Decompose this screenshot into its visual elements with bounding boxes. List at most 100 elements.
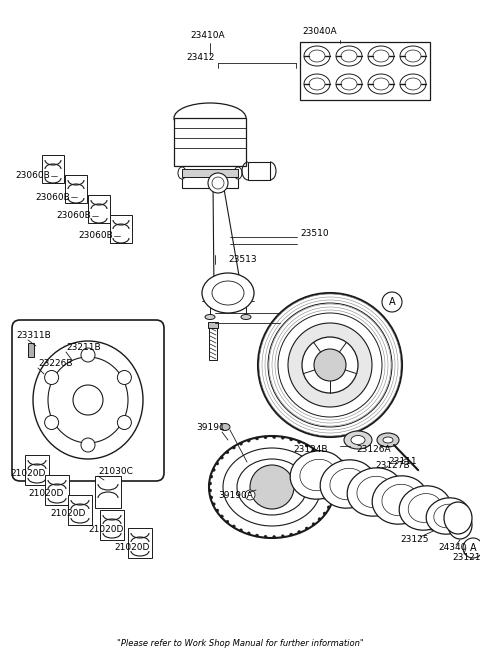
Ellipse shape	[309, 50, 325, 62]
Circle shape	[73, 385, 103, 415]
Ellipse shape	[209, 436, 335, 538]
Text: A: A	[470, 543, 476, 553]
Bar	[248, 162, 270, 180]
Ellipse shape	[212, 281, 244, 305]
Polygon shape	[213, 183, 242, 293]
Circle shape	[298, 441, 300, 443]
Circle shape	[240, 529, 242, 532]
Text: 23060B: 23060B	[15, 171, 50, 180]
Ellipse shape	[400, 74, 426, 94]
Circle shape	[318, 453, 321, 457]
Circle shape	[247, 439, 250, 442]
Circle shape	[330, 499, 333, 502]
Ellipse shape	[344, 431, 372, 449]
Circle shape	[250, 465, 294, 509]
Circle shape	[255, 534, 259, 537]
Circle shape	[210, 475, 213, 478]
Ellipse shape	[368, 46, 394, 66]
Circle shape	[232, 525, 235, 528]
Text: 23040A: 23040A	[302, 28, 336, 37]
Bar	[25, 455, 49, 485]
Ellipse shape	[373, 78, 389, 90]
Bar	[182, 169, 238, 177]
Text: 23510: 23510	[300, 230, 329, 239]
Text: 23311B: 23311B	[16, 331, 51, 340]
Text: A: A	[389, 297, 396, 307]
Text: 23060B: 23060B	[78, 232, 113, 241]
Circle shape	[258, 293, 402, 437]
Bar	[88, 195, 110, 223]
Ellipse shape	[341, 50, 357, 62]
Ellipse shape	[426, 498, 470, 534]
Circle shape	[463, 538, 480, 558]
Ellipse shape	[448, 511, 472, 539]
Ellipse shape	[300, 459, 336, 491]
Ellipse shape	[351, 436, 365, 445]
Circle shape	[208, 173, 228, 193]
Ellipse shape	[368, 74, 394, 94]
Circle shape	[220, 515, 223, 518]
Ellipse shape	[405, 50, 421, 62]
Circle shape	[212, 177, 224, 189]
Ellipse shape	[205, 314, 215, 319]
Circle shape	[281, 535, 284, 538]
Ellipse shape	[382, 484, 418, 516]
Bar	[42, 155, 64, 183]
Text: 23060B: 23060B	[56, 211, 91, 220]
Ellipse shape	[341, 78, 357, 90]
Ellipse shape	[400, 46, 426, 66]
Circle shape	[312, 448, 315, 451]
Ellipse shape	[357, 476, 393, 508]
Bar	[45, 475, 69, 505]
Circle shape	[314, 349, 346, 381]
Text: 21020D: 21020D	[50, 510, 85, 518]
Circle shape	[332, 493, 335, 495]
Text: 39190A: 39190A	[218, 491, 253, 499]
Text: 23127B: 23127B	[375, 461, 409, 470]
Text: 23126A: 23126A	[356, 445, 391, 455]
Text: 21020D: 21020D	[88, 525, 123, 535]
Text: 23211B: 23211B	[66, 344, 101, 352]
Bar	[65, 175, 87, 203]
Ellipse shape	[223, 448, 321, 526]
Circle shape	[209, 489, 212, 492]
Circle shape	[264, 436, 267, 439]
Bar	[128, 528, 152, 558]
Circle shape	[81, 438, 95, 452]
Circle shape	[330, 472, 333, 475]
Bar	[449, 510, 461, 524]
Circle shape	[81, 348, 95, 362]
Circle shape	[312, 523, 315, 525]
Ellipse shape	[347, 468, 403, 516]
Ellipse shape	[220, 424, 230, 430]
Ellipse shape	[202, 273, 254, 313]
Text: 23111: 23111	[388, 457, 417, 466]
Text: 23513: 23513	[228, 255, 257, 264]
Text: 21030C: 21030C	[98, 468, 133, 476]
Text: 23226B: 23226B	[38, 359, 72, 369]
Ellipse shape	[330, 468, 366, 500]
Text: 21020D: 21020D	[28, 489, 63, 499]
Ellipse shape	[408, 493, 442, 522]
Ellipse shape	[241, 314, 251, 319]
Circle shape	[209, 482, 212, 485]
Circle shape	[247, 532, 250, 535]
Circle shape	[245, 490, 255, 500]
Circle shape	[288, 323, 372, 407]
Bar	[300, 42, 430, 100]
Ellipse shape	[48, 357, 128, 443]
Circle shape	[226, 451, 229, 454]
Ellipse shape	[373, 50, 389, 62]
Circle shape	[210, 496, 213, 499]
Circle shape	[273, 436, 276, 438]
Ellipse shape	[336, 46, 362, 66]
Circle shape	[305, 527, 308, 530]
Ellipse shape	[383, 437, 393, 443]
Ellipse shape	[405, 78, 421, 90]
Circle shape	[281, 436, 284, 440]
Bar	[174, 118, 246, 166]
Bar	[28, 343, 34, 357]
Circle shape	[327, 506, 330, 509]
Circle shape	[333, 485, 336, 489]
Ellipse shape	[234, 167, 242, 179]
